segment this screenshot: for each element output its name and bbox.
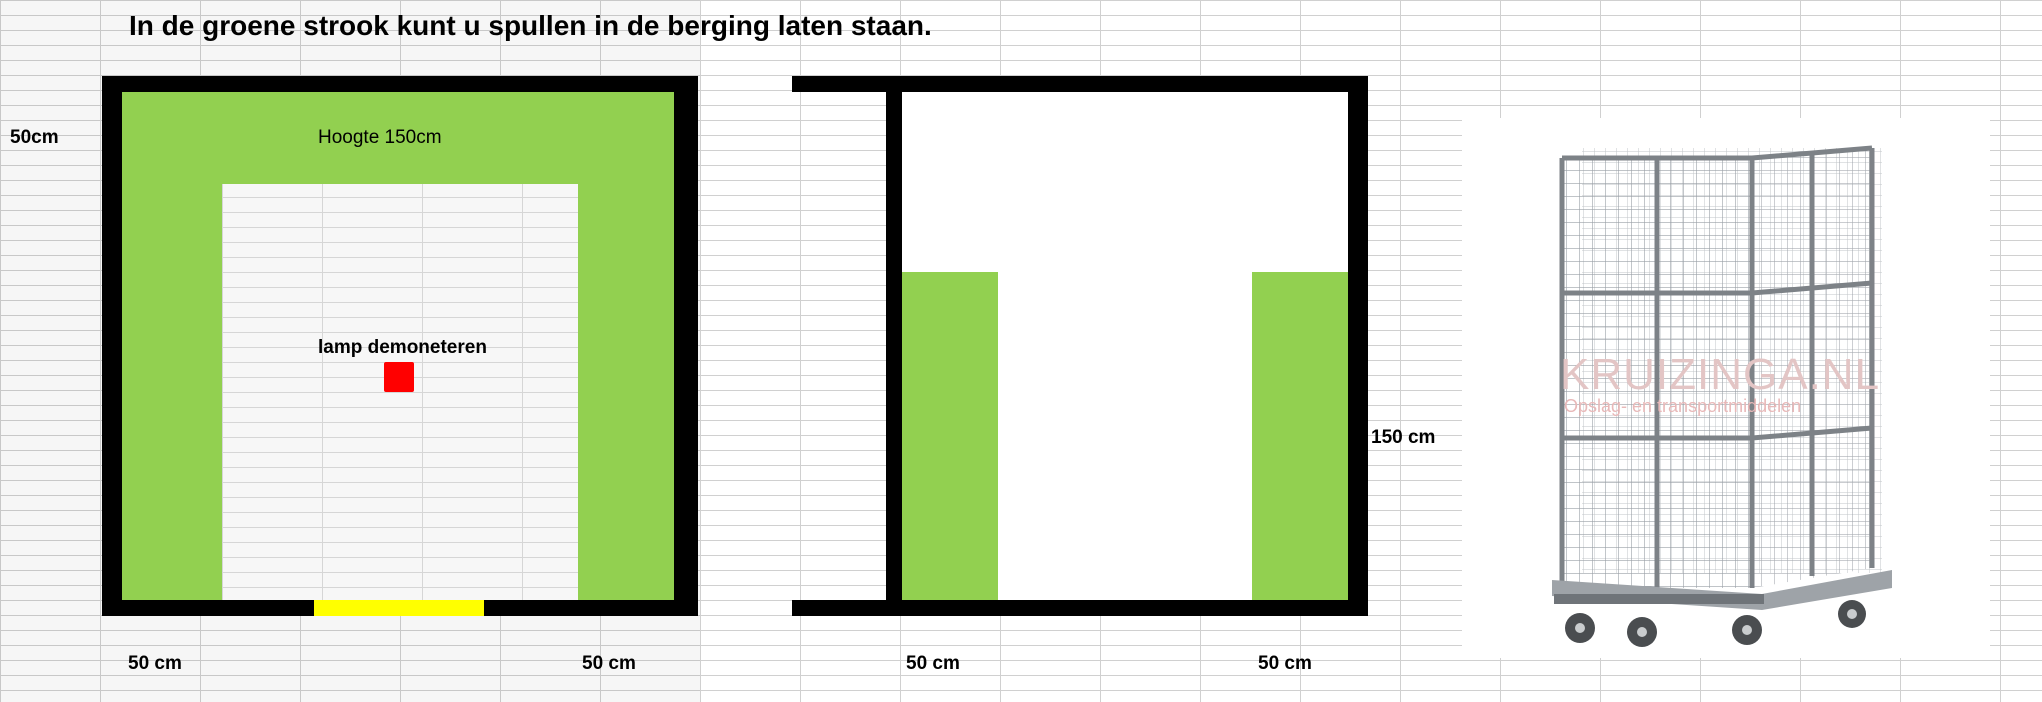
green-block-right xyxy=(1252,272,1348,600)
roll-container-illustration xyxy=(1552,145,1892,647)
side-wall-left xyxy=(886,76,902,616)
right-bottom-right-dimension: 50 cm xyxy=(1258,653,1312,674)
photo-watermark: KRUIZINGA.NL xyxy=(1560,350,1881,399)
wall-right xyxy=(674,76,698,616)
wall-top xyxy=(102,76,698,92)
right-bottom-left-dimension: 50 cm xyxy=(906,653,960,674)
left-bottom-right-dimension: 50 cm xyxy=(582,653,636,674)
green-block-left xyxy=(902,272,998,600)
top-dimension-label: 50cm xyxy=(10,127,59,148)
side-height-dimension: 150 cm xyxy=(1371,427,1436,448)
side-wall-top xyxy=(792,76,1368,92)
roll-container-photo: KRUIZINGA.NL Opslag- en transportmiddele… xyxy=(1462,118,1990,658)
green-strip-right xyxy=(578,92,674,600)
side-wall-bottom xyxy=(792,600,1368,616)
lamp-label: lamp demoneteren xyxy=(318,337,487,358)
photo-watermark-sub: Opslag- en transportmiddelen xyxy=(1564,396,1802,416)
wall-left xyxy=(102,76,122,616)
door-opening xyxy=(314,600,484,616)
page-title: In de groene strook kunt u spullen in de… xyxy=(129,10,932,41)
green-strip-left xyxy=(122,92,222,600)
lamp-marker xyxy=(384,362,414,392)
height-label: Hoogte 150cm xyxy=(318,127,442,148)
left-bottom-left-dimension: 50 cm xyxy=(128,653,182,674)
side-wall-right xyxy=(1348,76,1368,616)
